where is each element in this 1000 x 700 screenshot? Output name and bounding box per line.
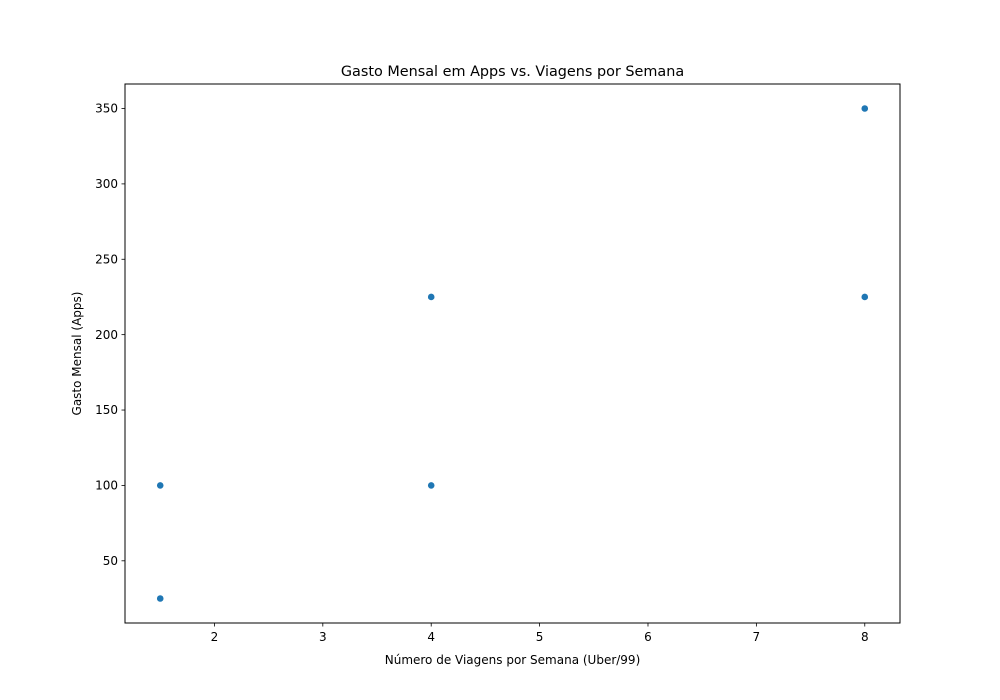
y-tick-label: 100 xyxy=(95,479,118,493)
x-tick-label: 5 xyxy=(536,630,544,644)
x-axis-label: Número de Viagens por Semana (Uber/99) xyxy=(385,653,641,667)
y-tick-label: 350 xyxy=(95,102,118,116)
x-tick-label: 6 xyxy=(644,630,652,644)
x-tick-label: 3 xyxy=(319,630,327,644)
x-axis-ticks: 2 3 4 5 6 7 8 xyxy=(211,623,869,644)
y-tick-label: 50 xyxy=(103,554,118,568)
y-tick-label: 250 xyxy=(95,252,118,266)
y-axis-ticks: 50 100 150 200 250 300 350 xyxy=(95,102,125,568)
y-tick-label: 300 xyxy=(95,177,118,191)
data-point xyxy=(156,594,165,603)
data-point xyxy=(860,104,869,113)
chart-title: Gasto Mensal em Apps vs. Viagens por Sem… xyxy=(341,64,684,80)
y-tick-label: 150 xyxy=(95,403,118,417)
y-tick-label: 200 xyxy=(95,328,118,342)
y-axis-label: Gasto Mensal (Apps) xyxy=(70,292,84,416)
x-tick-label: 2 xyxy=(211,630,219,644)
data-point xyxy=(427,293,436,301)
plot-frame xyxy=(124,83,901,624)
x-tick-label: 7 xyxy=(753,630,761,644)
data-points xyxy=(156,104,869,603)
x-tick-label: 8 xyxy=(861,630,869,644)
data-point xyxy=(860,293,869,301)
data-point xyxy=(156,481,165,490)
data-point xyxy=(427,481,436,490)
x-tick-label: 4 xyxy=(427,630,435,644)
